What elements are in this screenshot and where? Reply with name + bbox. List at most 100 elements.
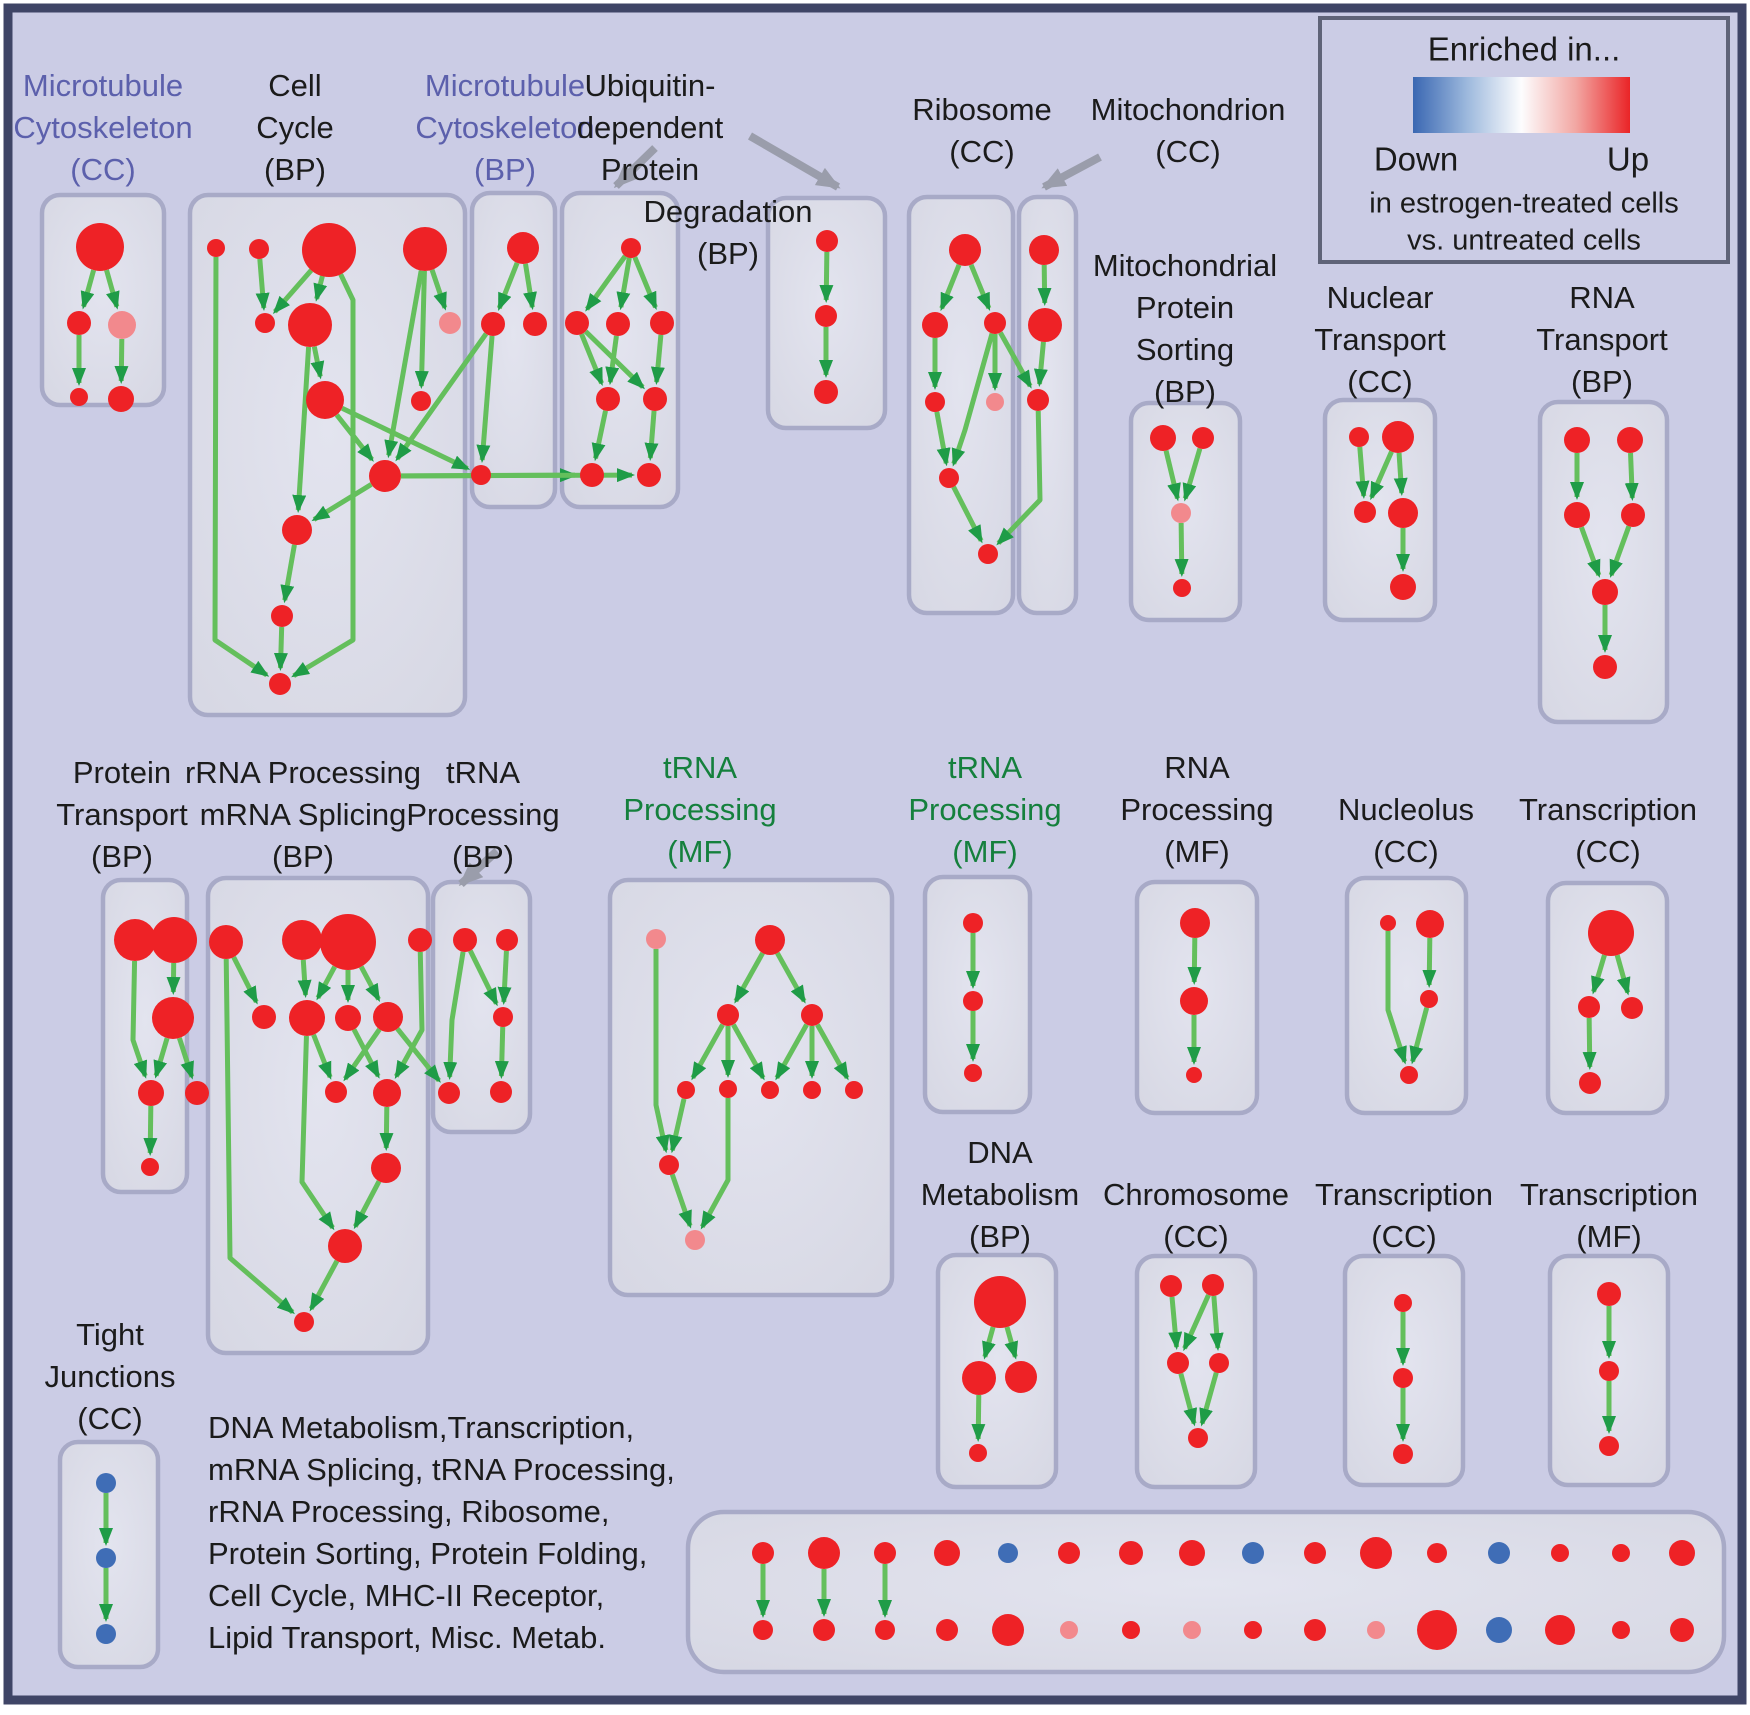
ubiquitin-degradation-bp-node: [650, 311, 674, 335]
cell-cycle-bp-node: [269, 673, 291, 695]
edge-arrow: [951, 332, 995, 467]
misc-cluster-row-node: [753, 1620, 773, 1640]
ubiquitin-degradation-bp-2-node: [815, 305, 837, 327]
edges: [72, 251, 1639, 1622]
misc-cluster-row-node: [998, 1543, 1018, 1563]
trna-processing-mf-large-node: [659, 1155, 679, 1175]
misc-cluster-row-node: [1488, 1542, 1510, 1564]
misc-cluster-row-node: [874, 1542, 896, 1564]
edge-arrow: [177, 1037, 195, 1080]
trna-processing-mf-large-node: [845, 1081, 863, 1099]
edge-arrow: [1369, 450, 1394, 501]
misc-cluster-row-node: [1119, 1541, 1143, 1565]
trna-processing-bp-node: [496, 929, 518, 951]
dna-metabolism-bp-label: (BP): [969, 1219, 1031, 1254]
edge-arrow: [579, 333, 604, 387]
transcription-cc-top-node: [1579, 1072, 1601, 1094]
edge-arrow: [971, 1394, 986, 1443]
rrna-processing-mrna-splicing-bp-node: [371, 1153, 401, 1183]
edge-arrow: [153, 1037, 170, 1079]
ubiquitin-degradation-bp-2-node: [814, 380, 838, 404]
edge-arrow: [1187, 937, 1202, 986]
rrna-processing-mrna-splicing-bp-node: [289, 1000, 325, 1036]
edge-arrow: [1393, 452, 1408, 497]
ubiquitin-degradation-bp-node: [596, 387, 620, 411]
edge-arrow: [934, 411, 951, 467]
trna-processing-mf-small-node: [963, 913, 983, 933]
transcription-mf-label: Transcription: [1520, 1177, 1698, 1212]
ribosome-cc-label: (CC): [949, 134, 1014, 169]
trna-processing-mf-large-node: [677, 1081, 695, 1099]
misc-cluster-row-node: [1427, 1543, 1447, 1563]
labels: Microtubule Cytoskeleton (CC) Cell Cycle (BP)…: [13, 68, 1698, 1655]
nucleolus-cc-node: [1380, 915, 1396, 931]
ribosome-cc-node: [986, 393, 1004, 411]
transcription-cc-bottom-node: [1393, 1368, 1413, 1388]
rrna-processing-mrna-splicing-bp-label: mRNA Splicing: [200, 797, 407, 832]
edge-arrow: [358, 965, 381, 1003]
edge-arrow: [395, 1027, 441, 1083]
edge-arrow: [644, 410, 659, 462]
edge-arrow: [343, 1027, 382, 1082]
rrna-processing-mrna-splicing-bp-node: [252, 1005, 276, 1029]
microtubule-cytoskeleton-cc-label: Microtubule: [23, 68, 183, 103]
protein-transport-bp-node: [185, 1081, 209, 1105]
edge-arrow: [1624, 452, 1639, 502]
edge-arrow: [299, 1035, 335, 1231]
misc-cluster-row-node: [1304, 1619, 1326, 1641]
trna-processing-mf-large-node: [801, 1004, 823, 1026]
trna-processing-mf-small-label: Processing: [908, 792, 1061, 827]
ubiquitin-degradation-bp-box: [559, 190, 681, 510]
edge-arrow: [341, 405, 471, 471]
mitochondrion-cc-label: (CC): [1155, 134, 1220, 169]
microtubule-cytoskeleton-cc-node: [108, 311, 136, 339]
edge-arrow: [315, 965, 337, 1001]
ubiquitin-degradation-bp-label: dependent: [577, 110, 724, 145]
mitochondrion-cc-node: [1028, 308, 1062, 342]
rna-processing-mf-label: Processing: [1120, 792, 1273, 827]
edge-arrow: [1037, 264, 1052, 307]
edge-arrow: [1355, 446, 1370, 500]
edge-arrow: [272, 268, 314, 314]
legend: Enriched in... Down Up in estrogen-treated …: [1318, 16, 1730, 264]
ubiquitin-degradation-bp-node: [637, 463, 661, 487]
misc-categories-text: Protein Sorting, Protein Folding,: [208, 1536, 647, 1571]
trna-processing-mf-small-node: [964, 1064, 982, 1082]
trna-processing-bp-label: (BP): [452, 839, 514, 874]
edge-arrow: [951, 485, 984, 544]
legend-box: [1318, 16, 1730, 264]
ubiquitin-degradation-bp-label: (BP): [697, 236, 759, 271]
trna-processing-mf-small-label: (MF): [952, 834, 1017, 869]
misc-cluster-row-node: [1060, 1621, 1078, 1639]
rna-transport-bp-label: Transport: [1536, 322, 1668, 357]
protein-transport-bp-label: Transport: [56, 797, 188, 832]
rna-transport-bp-node: [1592, 579, 1618, 605]
edge-arrow: [1608, 525, 1632, 578]
microtubule-cytoskeleton-cc-node: [70, 388, 88, 406]
ribosome-cc-node: [925, 392, 945, 412]
trna-processing-mf-small-node: [963, 991, 983, 1011]
tight-junctions-cc-label: Junctions: [45, 1359, 176, 1394]
rrna-processing-mrna-splicing-bp-node: [320, 914, 376, 970]
edge-arrow: [130, 960, 148, 1079]
trna-processing-bp-node: [453, 928, 477, 952]
rrna-processing-mrna-splicing-bp-label: rRNA Processing: [185, 755, 421, 790]
misc-cluster-row-node: [1242, 1542, 1264, 1564]
misc-cluster-row-node: [1612, 1544, 1630, 1562]
label-pointer-arrow: [1041, 153, 1102, 191]
edge-arrow: [310, 346, 325, 380]
misc-categories-text: mRNA Splicing, tRNA Processing,: [208, 1452, 675, 1487]
edge-arrow: [968, 263, 992, 311]
misc-cluster-row-node: [1304, 1542, 1326, 1564]
rna-transport-bp-node: [1593, 655, 1617, 679]
microtubule-cytoskeleton-bp-node: [507, 232, 539, 264]
trna-processing-mf-large-label: Processing: [623, 792, 776, 827]
edge-arrow: [292, 346, 312, 514]
tight-junctions-cc-node: [96, 1548, 116, 1568]
legend-subtitle: in estrogen-treated cells: [1369, 188, 1679, 220]
misc-cluster-row-node: [875, 1620, 895, 1640]
misc-cluster-row-node: [1122, 1621, 1140, 1639]
dna-metabolism-bp-node: [1005, 1361, 1037, 1393]
rna-processing-mf-node: [1180, 908, 1210, 938]
tight-junctions-cc-label: Tight: [76, 1317, 144, 1352]
